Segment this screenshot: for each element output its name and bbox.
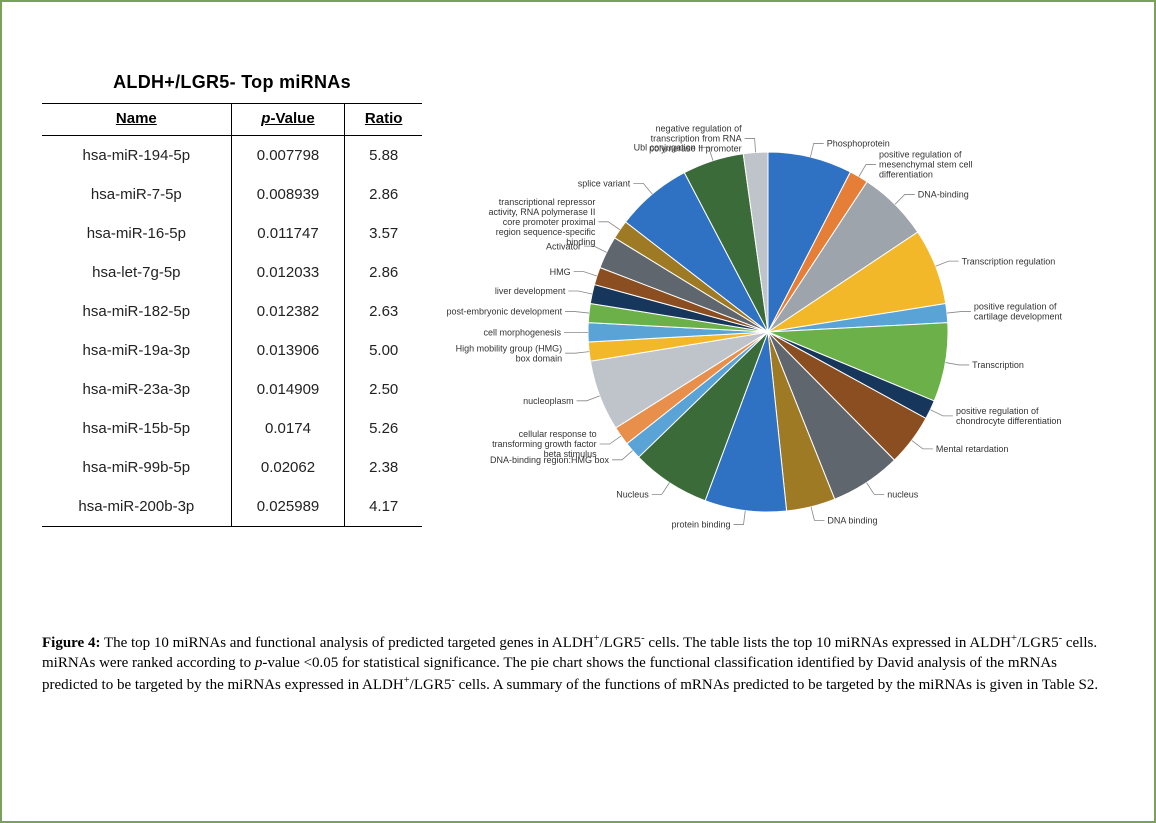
pie-label: Transcription regulation [962,256,1056,266]
cell-name: hsa-miR-7-5p [42,175,231,214]
cell-pvalue: 0.013906 [231,331,345,370]
pie-leader [584,246,607,252]
pie-label: DNA-binding [918,190,969,200]
pie-leader [734,511,746,525]
pie-label: positive regulation ofchondrocyte differ… [956,406,1061,426]
pie-label: cell morphogenesis [483,328,561,338]
pie-leader [598,222,620,230]
pie-leader [936,261,959,266]
table-row: hsa-miR-15b-5p0.01745.26 [42,409,422,448]
figure-label: Figure 4: [42,635,100,651]
cell-pvalue: 0.011747 [231,214,345,253]
table-row: hsa-miR-7-5p0.0089392.86 [42,175,422,214]
pie-leader [600,436,621,444]
pie-leader [612,451,633,460]
cell-pvalue: 0.025989 [231,487,345,527]
pie-chart: Phosphoproteinpositive regulation ofmese… [408,52,1128,612]
pie-label: Phosphoprotein [827,139,890,149]
pie-leader [745,138,756,152]
mirna-table: Name p-Value Ratio hsa-miR-194-5p0.00779… [42,103,422,527]
pie-leader [652,483,670,495]
pie-leader [565,352,589,354]
table-title: ALDH+/LGR5- Top miRNAs [42,72,422,93]
cell-pvalue: 0.0174 [231,409,345,448]
pie-leader [574,272,597,276]
cell-name: hsa-miR-99b-5p [42,448,231,487]
cell-pvalue: 0.014909 [231,370,345,409]
pie-leader [912,440,933,448]
pie-label: liver development [495,286,566,296]
table-row: hsa-miR-182-5p0.0123822.63 [42,292,422,331]
cell-name: hsa-miR-23a-3p [42,370,231,409]
table-row: hsa-miR-99b-5p0.020622.38 [42,448,422,487]
pie-label: High mobility group (HMG)box domain [456,343,563,363]
pie-label: nucleoplasm [523,396,574,406]
pie-leader [633,183,652,194]
pie-label: positive regulation ofmesenchymal stem c… [879,150,973,180]
cell-name: hsa-miR-19a-3p [42,331,231,370]
cell-name: hsa-miR-16-5p [42,214,231,253]
pie-label: protein binding [671,520,730,530]
pie-label: negative regulation oftranscription from… [649,124,742,154]
pie-leader [565,312,589,313]
pie-label: positive regulation ofcartilage developm… [974,302,1063,322]
pie-label: Mental retardation [936,444,1009,454]
mirna-table-wrap: ALDH+/LGR5- Top miRNAs Name p-Value Rati… [42,72,422,527]
table-row: hsa-miR-194-5p0.0077985.88 [42,136,422,176]
pie-chart-wrap: Phosphoproteinpositive regulation ofmese… [422,52,1114,612]
cell-name: hsa-miR-200b-3p [42,487,231,527]
pie-leader [577,396,600,401]
cell-name: hsa-let-7g-5p [42,253,231,292]
pie-leader [930,410,953,416]
pie-label: splice variant [578,179,631,189]
cell-name: hsa-miR-182-5p [42,292,231,331]
cell-name: hsa-miR-15b-5p [42,409,231,448]
pie-leader [859,165,876,177]
pie-leader [945,363,969,365]
table-row: hsa-let-7g-5p0.0120332.86 [42,253,422,292]
pie-label: DNA binding [827,516,877,526]
pie-leader [568,291,592,294]
cell-pvalue: 0.008939 [231,175,345,214]
pie-leader [947,312,971,313]
col-header-pvalue: p-Value [231,104,345,136]
table-row: hsa-miR-200b-3p0.0259894.17 [42,487,422,527]
pie-leader [895,194,915,204]
content-row: ALDH+/LGR5- Top miRNAs Name p-Value Rati… [42,52,1114,612]
cell-pvalue: 0.012033 [231,253,345,292]
pie-label: Transcription [972,360,1024,370]
cell-pvalue: 0.012382 [231,292,345,331]
table-row: hsa-miR-16-5p0.0117473.57 [42,214,422,253]
figure-frame: ALDH+/LGR5- Top miRNAs Name p-Value Rati… [0,0,1156,823]
col-header-name: Name [42,104,231,136]
pie-leader [867,483,885,495]
cell-pvalue: 0.007798 [231,136,345,176]
pie-label: post-embryonic development [447,307,563,317]
pie-label: transcriptional repressoractivity, RNA p… [488,197,595,247]
table-row: hsa-miR-23a-3p0.0149092.50 [42,370,422,409]
pie-label: nucleus [887,490,919,500]
cell-name: hsa-miR-194-5p [42,136,231,176]
cell-pvalue: 0.02062 [231,448,345,487]
figure-caption: Figure 4: The top 10 miRNAs and function… [42,632,1114,695]
table-row: hsa-miR-19a-3p0.0139065.00 [42,331,422,370]
pie-label: Nucleus [616,490,649,500]
pie-label: HMG [550,267,571,277]
pie-leader [811,507,824,521]
pie-leader [810,143,823,157]
